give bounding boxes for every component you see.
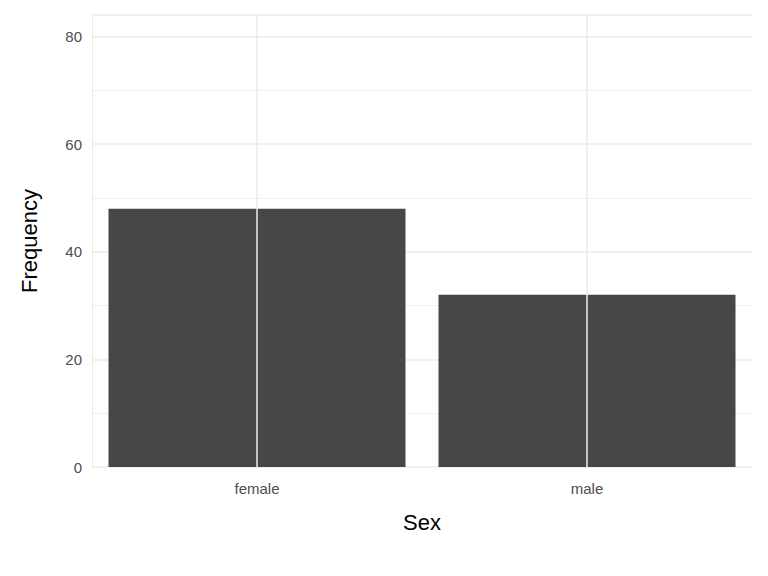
svg-text:Sex: Sex: [403, 510, 441, 535]
svg-text:female: female: [234, 480, 279, 497]
svg-text:20: 20: [65, 351, 82, 368]
svg-text:0: 0: [74, 459, 82, 476]
svg-text:60: 60: [65, 136, 82, 153]
svg-text:Frequency: Frequency: [17, 189, 42, 293]
svg-text:40: 40: [65, 243, 82, 260]
svg-text:male: male: [571, 480, 604, 497]
svg-text:80: 80: [65, 28, 82, 45]
